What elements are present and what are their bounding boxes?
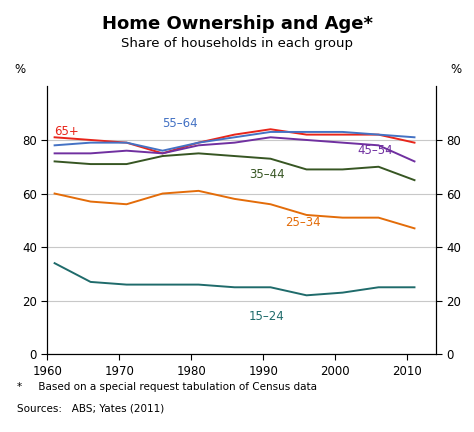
Text: 45–54: 45–54: [357, 144, 392, 157]
Text: Sources:   ABS; Yates (2011): Sources: ABS; Yates (2011): [17, 404, 164, 414]
Text: 25–34: 25–34: [285, 216, 320, 229]
Text: *     Based on a special request tabulation of Census data: * Based on a special request tabulation …: [17, 382, 317, 392]
Text: 35–44: 35–44: [249, 168, 284, 181]
Text: Home Ownership and Age*: Home Ownership and Age*: [101, 15, 373, 33]
Text: %: %: [14, 63, 26, 76]
Text: %: %: [450, 63, 461, 76]
Text: 55–64: 55–64: [163, 118, 198, 130]
Text: Share of households in each group: Share of households in each group: [121, 37, 353, 50]
Text: 65+: 65+: [55, 125, 79, 138]
Text: 15–24: 15–24: [249, 310, 285, 323]
